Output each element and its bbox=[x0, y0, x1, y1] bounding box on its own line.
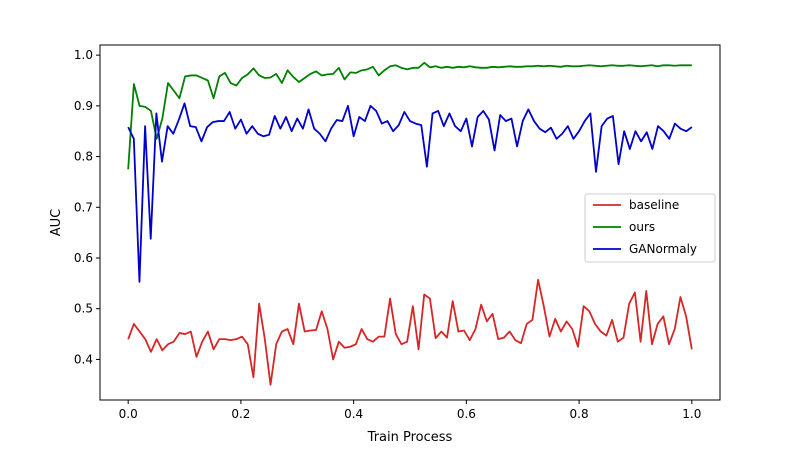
y-tick-label: 0.9 bbox=[74, 99, 93, 113]
legend-box bbox=[584, 193, 716, 263]
series-line-baseline bbox=[127, 278, 693, 386]
y-tick-label: 0.6 bbox=[74, 251, 93, 265]
legend-label-ours: ours bbox=[629, 220, 655, 234]
y-tick-label: 0.4 bbox=[74, 352, 93, 366]
legend-label-ganormaly: GANormaly bbox=[629, 242, 697, 256]
y-tick-label: 0.7 bbox=[74, 200, 93, 214]
y-tick-label: 0.5 bbox=[74, 302, 93, 316]
y-tick-label: 0.8 bbox=[74, 150, 93, 164]
y-axis-label: AUC bbox=[49, 209, 64, 237]
x-axis-label: Train Process bbox=[367, 430, 453, 445]
x-tick-label: 0.2 bbox=[231, 407, 250, 421]
plot-area-frame bbox=[99, 44, 721, 401]
x-tick-label: 0.8 bbox=[570, 407, 589, 421]
x-tick-label: 0.4 bbox=[344, 407, 363, 421]
series-line-ours bbox=[127, 61, 692, 170]
x-tick-label: 0.6 bbox=[457, 407, 476, 421]
y-tick-label: 1.0 bbox=[74, 48, 93, 62]
x-tick-label: 1.0 bbox=[682, 407, 701, 421]
x-tick-label: 0.0 bbox=[119, 407, 138, 421]
series-line-ganormaly bbox=[127, 102, 693, 283]
legend: baseline ours GANormaly bbox=[584, 193, 716, 263]
legend-label-baseline: baseline bbox=[629, 198, 679, 212]
series-layer bbox=[127, 61, 693, 386]
tick-layer: 0.0 0.2 0.4 0.6 0.8 1.0 0.4 0.5 0.6 0.7 0.8 0.9 1.0 bbox=[74, 48, 701, 421]
